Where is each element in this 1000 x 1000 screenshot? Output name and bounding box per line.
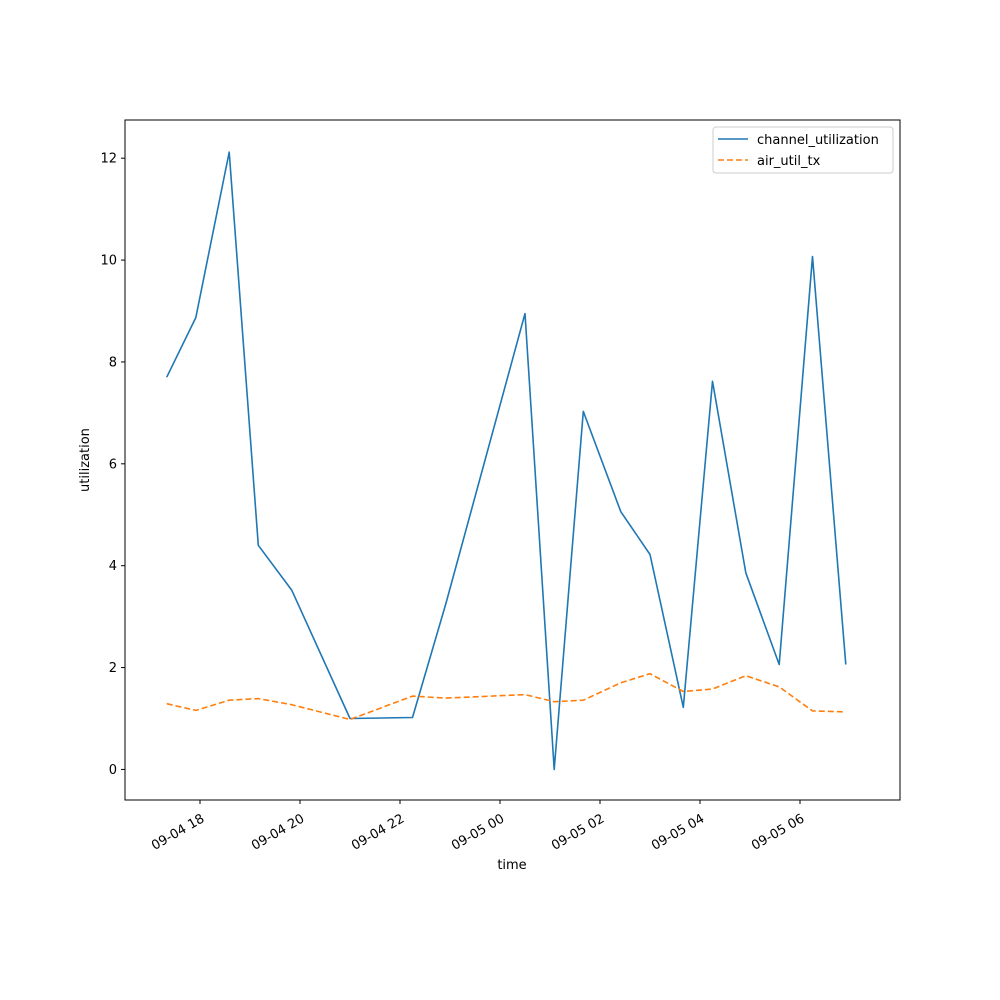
plot-area — [125, 120, 900, 800]
plot-frame — [124, 119, 901, 801]
legend-label-air-util-tx: air_util_tx — [757, 154, 821, 169]
y-tick-label: 10 — [100, 254, 117, 269]
series-layer — [165, 151, 847, 771]
y-axis-label: utilization — [78, 428, 93, 492]
y-axis-ticks: 0 2 4 6 8 10 12 — [100, 152, 125, 778]
y-tick-label: 2 — [109, 661, 117, 676]
y-tick-label: 8 — [109, 355, 117, 370]
y-tick-label: 6 — [109, 457, 117, 472]
legend: channel_utilization air_util_tx — [712, 126, 894, 174]
y-tick-label: 4 — [109, 559, 117, 574]
x-axis-label: time — [497, 858, 526, 873]
legend-box — [712, 126, 894, 174]
y-tick-label: 0 — [109, 763, 117, 778]
y-tick-label: 12 — [100, 152, 117, 167]
legend-label-channel-utilization: channel_utilization — [757, 133, 879, 148]
